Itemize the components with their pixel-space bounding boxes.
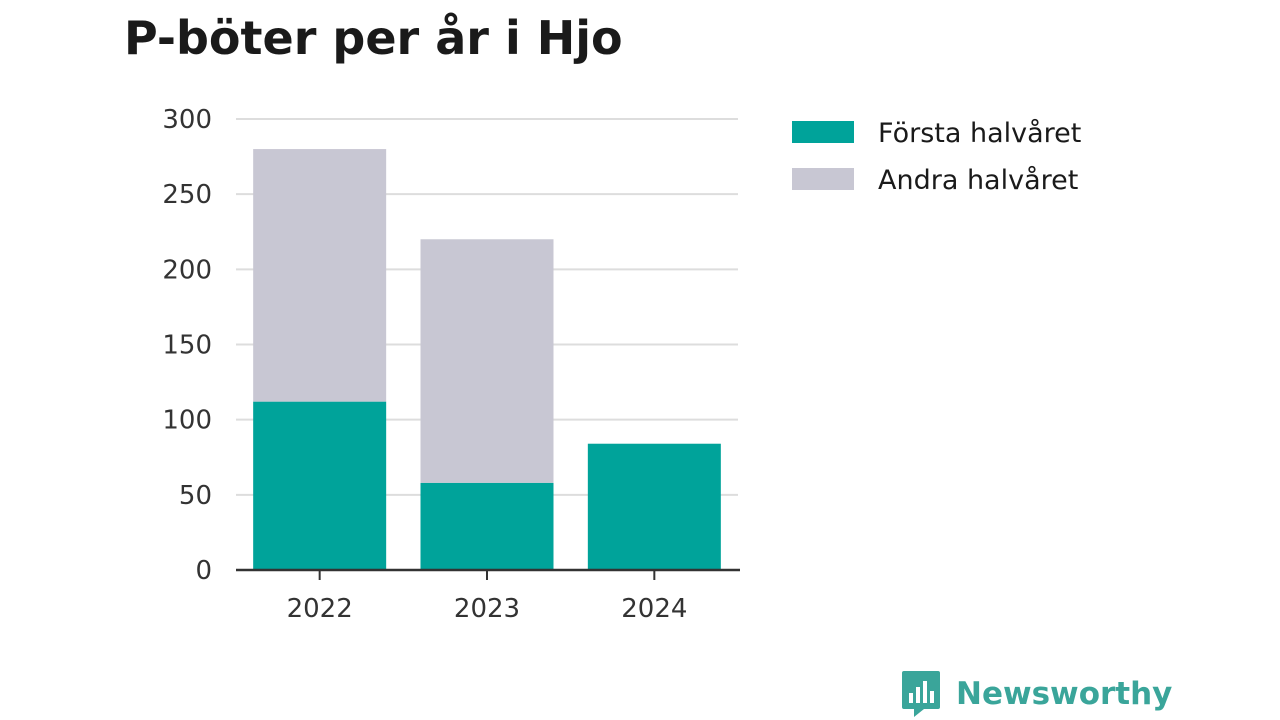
y-tick-label: 50 — [179, 481, 212, 511]
y-tick-label: 100 — [162, 406, 212, 436]
bars — [253, 149, 721, 570]
x-axis: 2022 2023 2024 — [236, 568, 740, 624]
legend-swatch — [792, 168, 854, 190]
y-tick-label: 250 — [162, 180, 212, 210]
bar-2022-series-0 — [253, 401, 387, 570]
legend-label: Andra halvåret — [878, 165, 1078, 196]
y-tick-label: 150 — [162, 331, 212, 361]
legend-label: Första halvåret — [878, 118, 1081, 149]
bar-2023-series-0 — [420, 482, 554, 570]
y-axis: 0 50 100 150 200 250 300 — [162, 105, 212, 586]
brand-name: Newsworthy — [956, 676, 1173, 712]
chart-title: P-böter per år i Hjo — [124, 11, 623, 65]
brand-logo: Newsworthy — [900, 668, 1172, 720]
x-tick-label: 2023 — [454, 594, 520, 624]
legend-swatch — [792, 121, 854, 143]
bar-2024-series-0 — [587, 443, 721, 570]
y-tick-label: 0 — [195, 556, 212, 586]
bar-2023-series-1 — [420, 239, 554, 483]
x-tick-label: 2024 — [621, 594, 687, 624]
x-tick-label: 2022 — [287, 594, 353, 624]
y-tick-label: 200 — [162, 255, 212, 285]
legend: Första halvåret Andra halvåret — [792, 118, 1081, 196]
bar-2022-series-1 — [253, 149, 387, 402]
stacked-bar-chart: 0 50 100 150 200 250 300 2022 2023 2024 Första h… — [162, 105, 1081, 624]
newsworthy-logo-icon — [902, 671, 940, 717]
y-tick-label: 300 — [162, 105, 212, 135]
